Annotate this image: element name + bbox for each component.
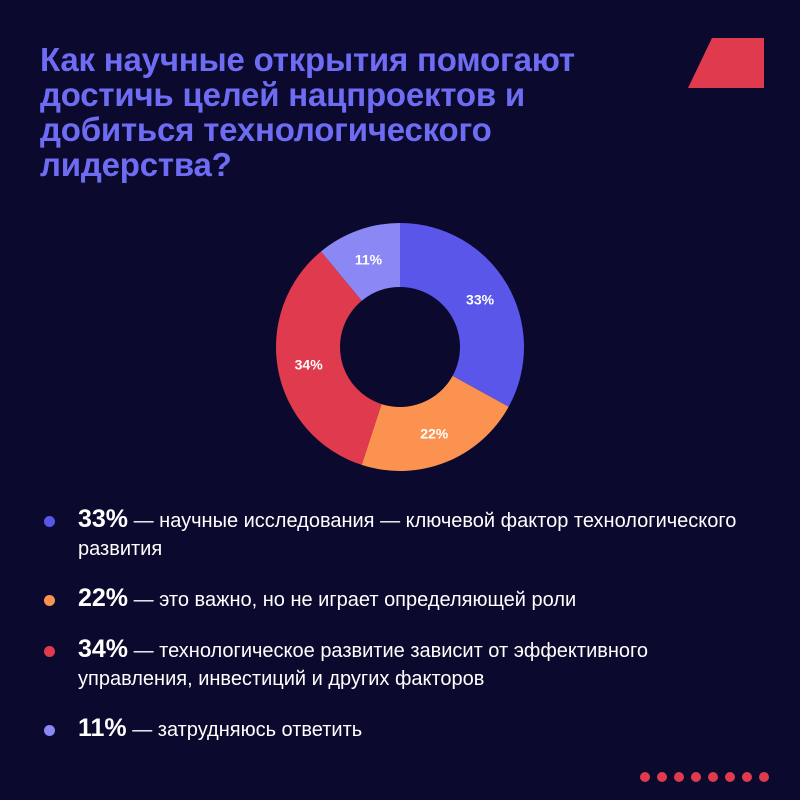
- donut-slice: [320, 223, 400, 301]
- pager-dot: [691, 772, 701, 782]
- donut-slice: [400, 223, 524, 407]
- chart-legend: 33% — научные исследования — ключевой фа…: [40, 505, 740, 765]
- pager-dot: [657, 772, 667, 782]
- legend-dot-icon: [44, 725, 55, 736]
- pager-dot: [708, 772, 718, 782]
- slice-label: 11%: [355, 251, 383, 267]
- legend-text: — научные исследования — ключевой фактор…: [78, 510, 737, 560]
- dots-pager-icon: [640, 772, 770, 784]
- donut-slice: [276, 251, 382, 465]
- legend-item-important: 22% — это важно, но не играет определяющ…: [40, 584, 740, 614]
- legend-dot-icon: [44, 595, 55, 606]
- legend-item-research: 33% — научные исследования — ключевой фа…: [40, 505, 740, 563]
- parallelogram-logo-icon: [688, 38, 764, 88]
- slice-label: 33%: [466, 292, 495, 308]
- legend-percent: 11%: [78, 714, 127, 742]
- legend-dot-icon: [44, 646, 55, 657]
- pager-dot: [742, 772, 752, 782]
- legend-item-undecided: 11% — затрудняюсь ответить: [40, 714, 740, 744]
- legend-text: — затрудняюсь ответить: [126, 719, 363, 741]
- legend-item-management: 34% — технологическое развитие зависит о…: [40, 635, 740, 693]
- donut-chart: 33% 22% 34% 11%: [276, 223, 524, 471]
- pager-dot: [640, 772, 650, 782]
- page-title: Как научные открытия помогают достичь це…: [40, 41, 575, 183]
- pager-dot: [674, 772, 684, 782]
- legend-percent: 33%: [78, 505, 129, 533]
- legend-text: — это важно, но не играет определяющей р…: [128, 589, 577, 611]
- pager-dot: [759, 772, 769, 782]
- donut-slice: [361, 375, 509, 471]
- slice-label: 34%: [295, 356, 324, 372]
- legend-percent: 34%: [78, 635, 129, 663]
- legend-percent: 22%: [78, 584, 129, 612]
- legend-text: — технологическое развитие зависит от эф…: [78, 640, 649, 690]
- legend-dot-icon: [44, 516, 55, 527]
- pager-dot: [725, 772, 735, 782]
- slice-label: 22%: [420, 425, 449, 441]
